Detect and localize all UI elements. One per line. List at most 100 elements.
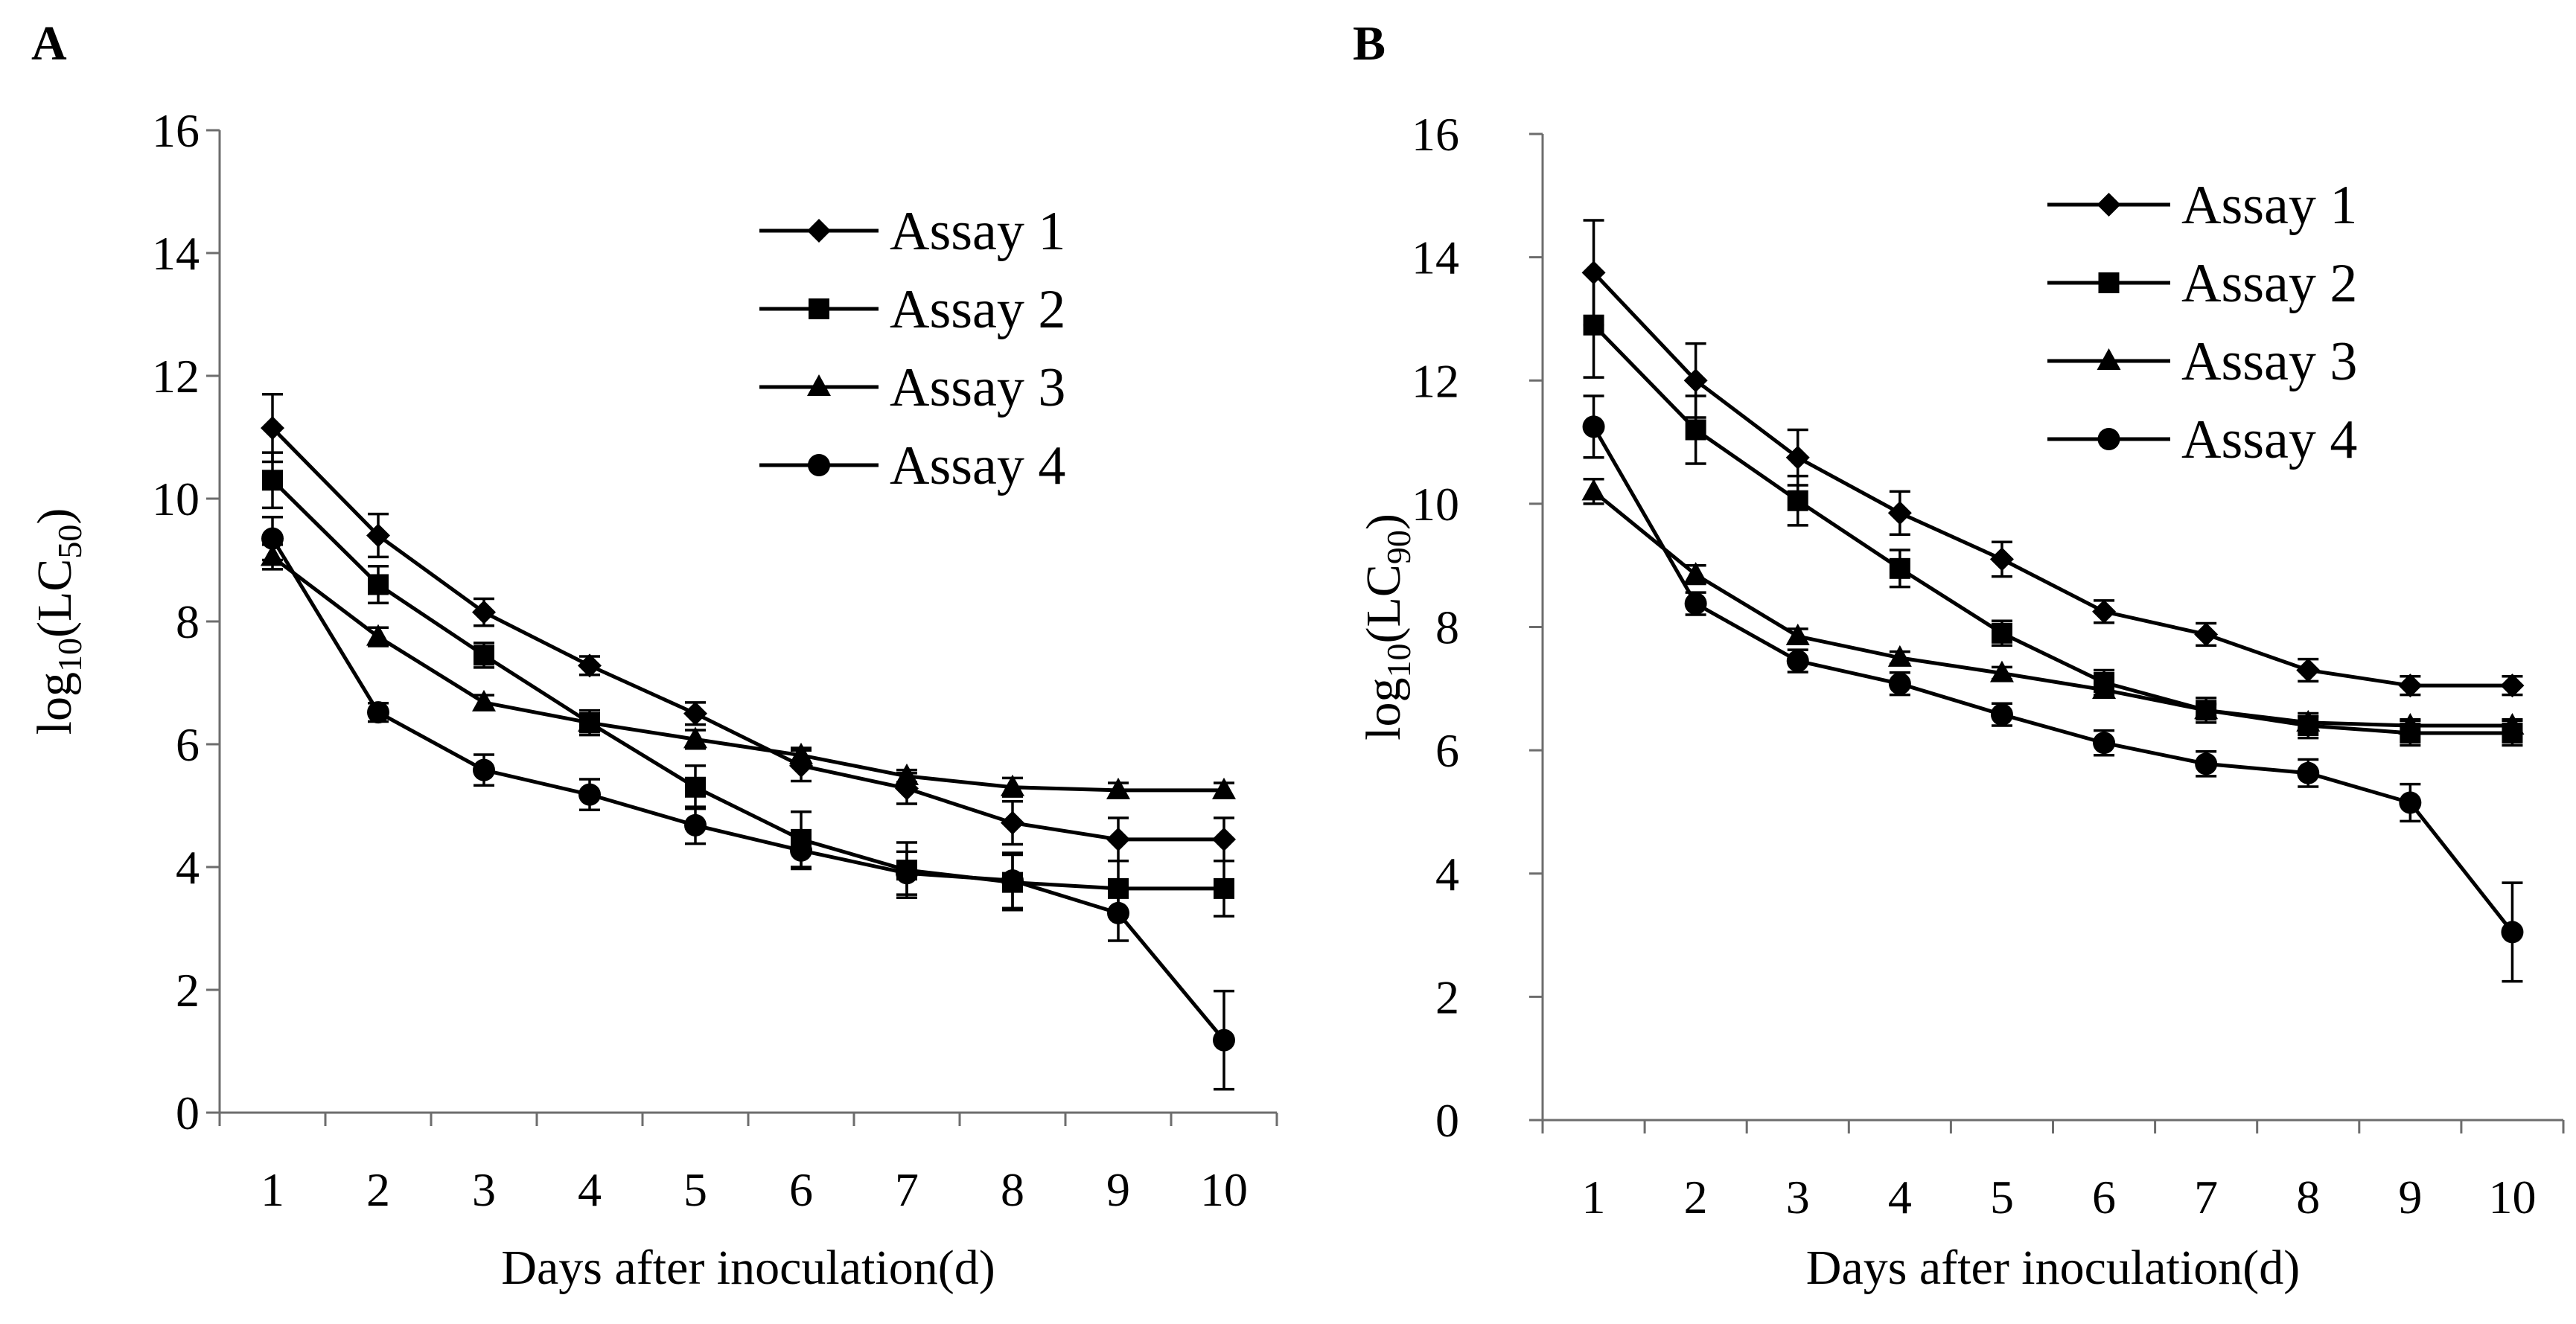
data-point — [474, 645, 494, 666]
series-assay-3 — [1581, 478, 2525, 735]
data-point — [1990, 703, 2013, 726]
data-point — [896, 862, 918, 885]
data-point — [1001, 869, 1024, 892]
data-point — [1214, 877, 1234, 899]
legend: Assay 1 Assay 2 Assay 3 Assay 4 — [2047, 175, 2357, 470]
x-axis-title: Days after inoculation(d) — [1806, 1241, 2300, 1295]
series-assay-4 — [261, 516, 1235, 1091]
y-tick-label: 14 — [152, 227, 200, 280]
data-point — [1889, 557, 1910, 579]
legend-label: Assay 4 — [890, 435, 1065, 496]
data-point — [1785, 623, 1810, 645]
data-point — [2500, 713, 2525, 735]
y-tick-label: 16 — [152, 104, 200, 157]
data-point — [1583, 314, 1604, 336]
series-assay-2 — [262, 451, 1234, 918]
y-tick-label: 0 — [1435, 1094, 1459, 1147]
y-tick-label: 8 — [1435, 601, 1459, 654]
y-tick-label: 2 — [176, 964, 200, 1017]
data-point — [2296, 709, 2321, 732]
legend-label: Assay 3 — [890, 357, 1065, 418]
data-point — [368, 574, 389, 595]
data-point — [1582, 415, 1605, 438]
legend-label: Assay 1 — [890, 201, 1065, 262]
y-tick-label: 12 — [1412, 354, 1459, 407]
legend-marker — [2097, 193, 2121, 217]
data-point — [1785, 445, 1810, 470]
legend-item: Assay 4 — [2047, 409, 2357, 470]
data-point — [790, 839, 812, 862]
legend-item: Assay 2 — [2047, 253, 2357, 314]
data-point — [472, 689, 496, 711]
series-line — [1592, 426, 2514, 933]
y-tick-label: 12 — [152, 350, 200, 403]
legend-item: Assay 3 — [2047, 331, 2357, 392]
series-assay-4 — [1582, 394, 2524, 983]
data-point — [1685, 419, 1706, 441]
data-point — [1001, 774, 1024, 796]
x-tick-label: 5 — [683, 1163, 707, 1216]
data-point — [367, 701, 389, 724]
y-tick-label: 16 — [1412, 108, 1459, 161]
panel-letter: B — [1353, 16, 1386, 71]
legend-marker — [2097, 428, 2120, 450]
data-point — [472, 600, 496, 624]
data-point — [2195, 752, 2218, 775]
x-tick-label: 6 — [789, 1163, 813, 1216]
data-point — [1683, 368, 1708, 393]
data-point — [1212, 827, 1236, 851]
data-point — [789, 742, 813, 764]
data-point — [2296, 658, 2321, 682]
data-point — [1888, 672, 1911, 695]
data-point — [685, 776, 706, 798]
data-point — [1213, 1029, 1235, 1052]
data-point — [1684, 592, 1707, 615]
legend-marker — [809, 298, 829, 319]
data-point — [2194, 622, 2219, 647]
data-point — [1787, 490, 1808, 511]
y-axis-title: log10(LC90) — [1356, 514, 1418, 741]
data-point — [2398, 713, 2423, 735]
legend-label: Assay 1 — [2181, 175, 2357, 236]
legend-item: Assay 3 — [759, 357, 1065, 418]
data-point — [2093, 732, 2116, 755]
data-point — [1581, 479, 1606, 501]
x-tick-label: 8 — [2296, 1171, 2320, 1224]
data-point — [2398, 674, 2423, 698]
x-tick-label: 1 — [261, 1163, 284, 1216]
x-tick-label: 3 — [472, 1163, 496, 1216]
x-tick-label: 1 — [1582, 1171, 1606, 1224]
data-point — [1989, 660, 2014, 682]
legend-marker — [807, 219, 831, 243]
legend-item: Assay 1 — [2047, 175, 2357, 236]
x-tick-label: 9 — [2398, 1171, 2422, 1224]
legend: Assay 1 Assay 2 Assay 3 Assay 4 — [759, 201, 1065, 496]
data-point — [578, 783, 601, 806]
legend-marker — [2098, 272, 2120, 293]
x-tick-label: 4 — [578, 1163, 602, 1216]
x-tick-label: 6 — [2092, 1171, 2116, 1224]
panel-letter: A — [31, 16, 67, 71]
data-point — [1887, 645, 1912, 667]
data-point — [2501, 921, 2524, 944]
y-axis-title: log10(LC50) — [28, 508, 89, 735]
data-point — [578, 710, 602, 732]
x-tick-label: 5 — [1990, 1171, 2014, 1224]
data-point — [684, 813, 707, 837]
data-point — [1106, 777, 1130, 799]
data-point — [473, 758, 495, 781]
data-point — [1106, 827, 1130, 851]
y-tick-label: 4 — [1435, 848, 1459, 901]
data-point — [366, 523, 390, 548]
data-point — [1001, 810, 1024, 835]
x-tick-label: 7 — [2194, 1171, 2218, 1224]
x-tick-label: 8 — [1001, 1163, 1024, 1216]
data-point — [1683, 562, 1708, 584]
series-line — [270, 537, 1225, 1042]
y-tick-label: 14 — [1412, 231, 1459, 284]
x-tick-label: 2 — [366, 1163, 390, 1216]
series-line — [1592, 323, 2513, 735]
legend-marker — [807, 374, 831, 396]
